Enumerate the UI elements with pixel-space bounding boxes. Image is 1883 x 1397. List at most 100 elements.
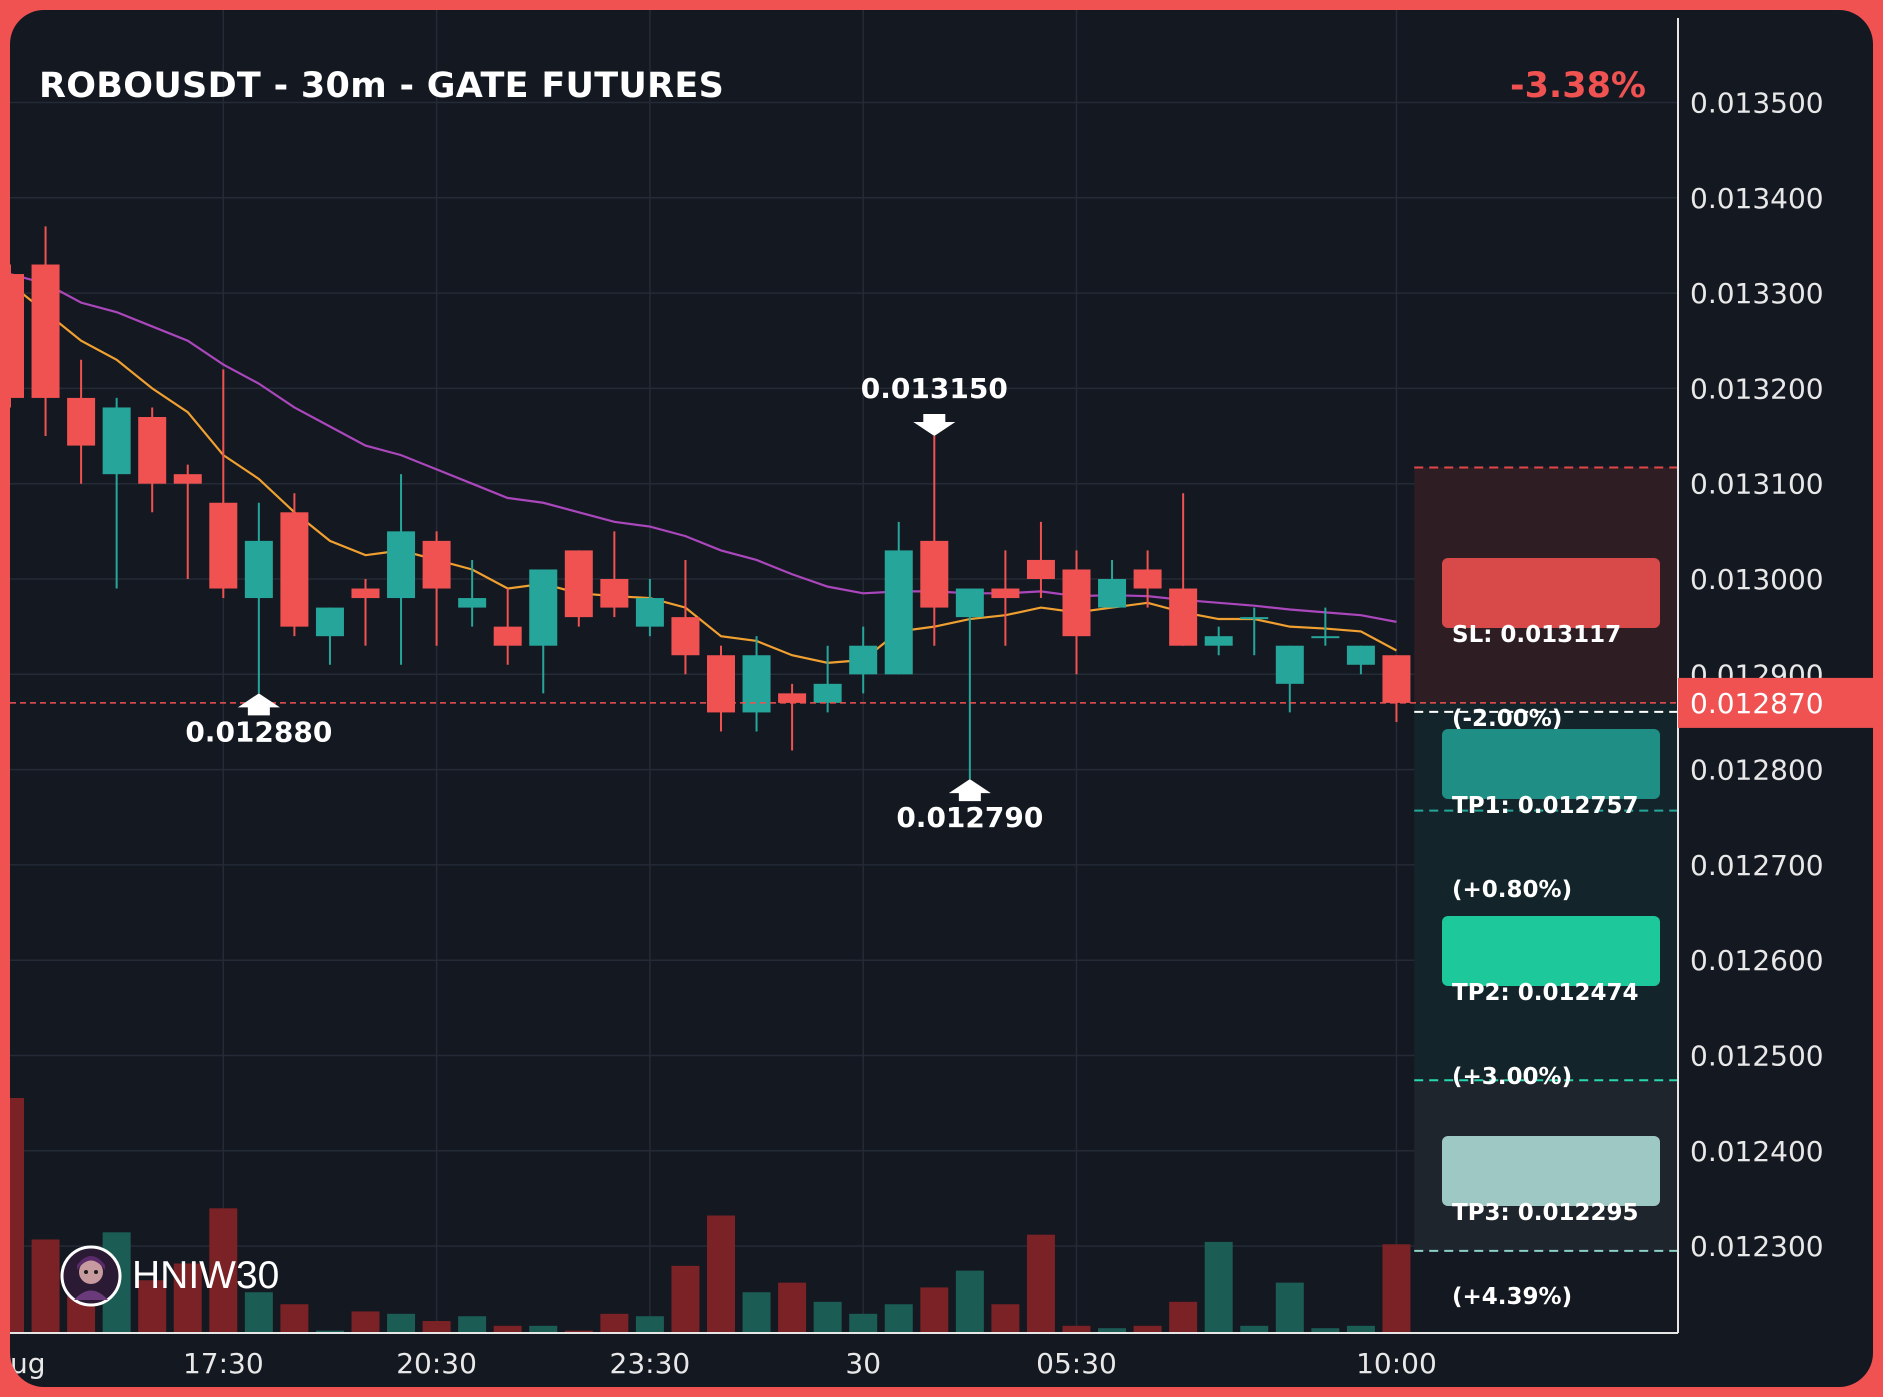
volume-bar: [315, 1330, 344, 1333]
candle-body[interactable]: [813, 683, 842, 703]
volume-bar: [1169, 1301, 1198, 1333]
sl-tag-percent: (-2.00%): [1452, 706, 1563, 732]
volume-bar: [31, 1239, 60, 1333]
candle-body[interactable]: [707, 655, 735, 713]
x-tick-label: ug: [10, 1347, 46, 1380]
tp1-tag-percent: (+0.80%): [1452, 877, 1573, 903]
sl-tag: SL: 0.013117 (-2.00%): [1442, 558, 1660, 732]
y-tick-label: 0.012400: [1690, 1135, 1824, 1168]
candle-body[interactable]: [1204, 636, 1233, 646]
x-tick-label: 20:30: [396, 1347, 477, 1380]
candle-body[interactable]: [458, 598, 487, 608]
candle-body[interactable]: [564, 550, 593, 618]
candle-body[interactable]: [67, 397, 96, 446]
candle-body[interactable]: [280, 512, 309, 627]
candle-body[interactable]: [1133, 569, 1162, 589]
volume-bar: [1346, 1325, 1375, 1333]
candle-body[interactable]: [635, 598, 664, 627]
candle-body[interactable]: [1275, 645, 1304, 684]
candle-body[interactable]: [1240, 617, 1269, 620]
candle-body[interactable]: [1311, 636, 1340, 639]
candle-body[interactable]: [1026, 559, 1055, 579]
candle-body[interactable]: [1062, 569, 1091, 637]
y-tick-label: 0.012500: [1690, 1040, 1824, 1073]
candle-body[interactable]: [1098, 579, 1127, 608]
volume-bar: [742, 1292, 771, 1333]
candle-body[interactable]: [315, 607, 344, 637]
y-tick-label: 0.013100: [1690, 468, 1824, 501]
volume-bar: [493, 1325, 522, 1333]
volume-bar: [422, 1321, 451, 1333]
y-tick-label: 0.013400: [1690, 182, 1824, 215]
brand-name: HNIW30: [132, 1254, 280, 1297]
volume-bar: [707, 1215, 735, 1333]
x-tick-label: 17:30: [183, 1347, 264, 1380]
tp2-tag-percent: (+3.00%): [1452, 1064, 1573, 1090]
x-tick-label: 23:30: [610, 1347, 691, 1380]
candle-body[interactable]: [849, 645, 878, 675]
low-arrow-icon: [948, 779, 991, 802]
avatar-icon: [60, 1245, 122, 1307]
volume-bar: [351, 1311, 380, 1333]
chart-frame: 0.012300 0.012400 0.012500 0.012600 0.012700…: [10, 10, 1873, 1387]
low-marker-label: 0.012790: [896, 801, 1043, 834]
candle-body[interactable]: [244, 540, 273, 599]
candle-body[interactable]: [173, 474, 202, 484]
volume-bar: [1026, 1234, 1055, 1333]
candle-body[interactable]: [529, 569, 558, 646]
candle-body[interactable]: [10, 274, 24, 398]
candle-body[interactable]: [920, 540, 949, 608]
candle-body[interactable]: [493, 626, 522, 646]
volume-bar: [138, 1280, 167, 1333]
volume-bar: [1133, 1325, 1162, 1333]
x-tick-label: 05:30: [1036, 1347, 1117, 1380]
volume-bar: [280, 1304, 309, 1333]
candle-body[interactable]: [351, 588, 380, 599]
volume-bar: [955, 1270, 984, 1333]
tp2-tag: TP2: 0.012474 (+3.00%): [1442, 916, 1660, 1090]
volume-bar: [1062, 1325, 1091, 1333]
candle-body[interactable]: [422, 540, 451, 589]
volume-bar: [849, 1313, 878, 1333]
x-tick-label: 10:00: [1356, 1347, 1437, 1380]
candle-body[interactable]: [102, 407, 131, 475]
candle-body[interactable]: [1382, 655, 1411, 703]
candle-body[interactable]: [138, 416, 167, 484]
brand: HNIW30: [60, 1245, 279, 1307]
candle-body[interactable]: [884, 550, 913, 675]
y-tick-label: 0.012800: [1690, 754, 1824, 787]
y-tick-label: 0.013000: [1690, 563, 1824, 596]
volume-bar: [529, 1325, 558, 1333]
volume-bar: [173, 1263, 202, 1333]
volume-bar: [920, 1287, 949, 1333]
y-tick-label: 0.012300: [1690, 1230, 1824, 1263]
y-tick-label: 0.012600: [1690, 944, 1824, 977]
volume-bar: [1204, 1241, 1233, 1333]
candle-body[interactable]: [955, 588, 984, 618]
candle-body[interactable]: [671, 617, 700, 656]
low-marker-label: 0.012880: [185, 715, 332, 748]
low-arrow-icon: [237, 693, 280, 716]
price-change: -3.38%: [1510, 66, 1646, 106]
volume-bar: [635, 1316, 664, 1333]
candle-body[interactable]: [31, 264, 60, 398]
volume-bar: [1098, 1328, 1127, 1333]
candle-body[interactable]: [600, 579, 629, 608]
tp2-tag-price: TP2: 0.012474: [1452, 980, 1639, 1006]
tp3-tag-price: TP3: 0.012295: [1452, 1200, 1639, 1226]
tp3-tag-percent: (+4.39%): [1452, 1284, 1573, 1310]
tp1-tag-price: TP1: 0.012757: [1452, 793, 1639, 819]
candle-body[interactable]: [742, 655, 771, 713]
candle-body[interactable]: [1169, 588, 1198, 646]
candle-body[interactable]: [387, 531, 416, 599]
volume-bar: [1240, 1325, 1269, 1333]
candle-body[interactable]: [778, 693, 807, 703]
volume-bar: [458, 1316, 487, 1333]
chart-title: ROBOUSDT - 30m - GATE FUTURES: [39, 66, 725, 106]
candle-body[interactable]: [209, 502, 238, 589]
volume-bar: [813, 1301, 842, 1333]
candle-body[interactable]: [1346, 645, 1375, 665]
candle-body[interactable]: [991, 588, 1020, 599]
y-tick-label: 0.013500: [1690, 87, 1824, 120]
volume-bar: [778, 1282, 807, 1333]
